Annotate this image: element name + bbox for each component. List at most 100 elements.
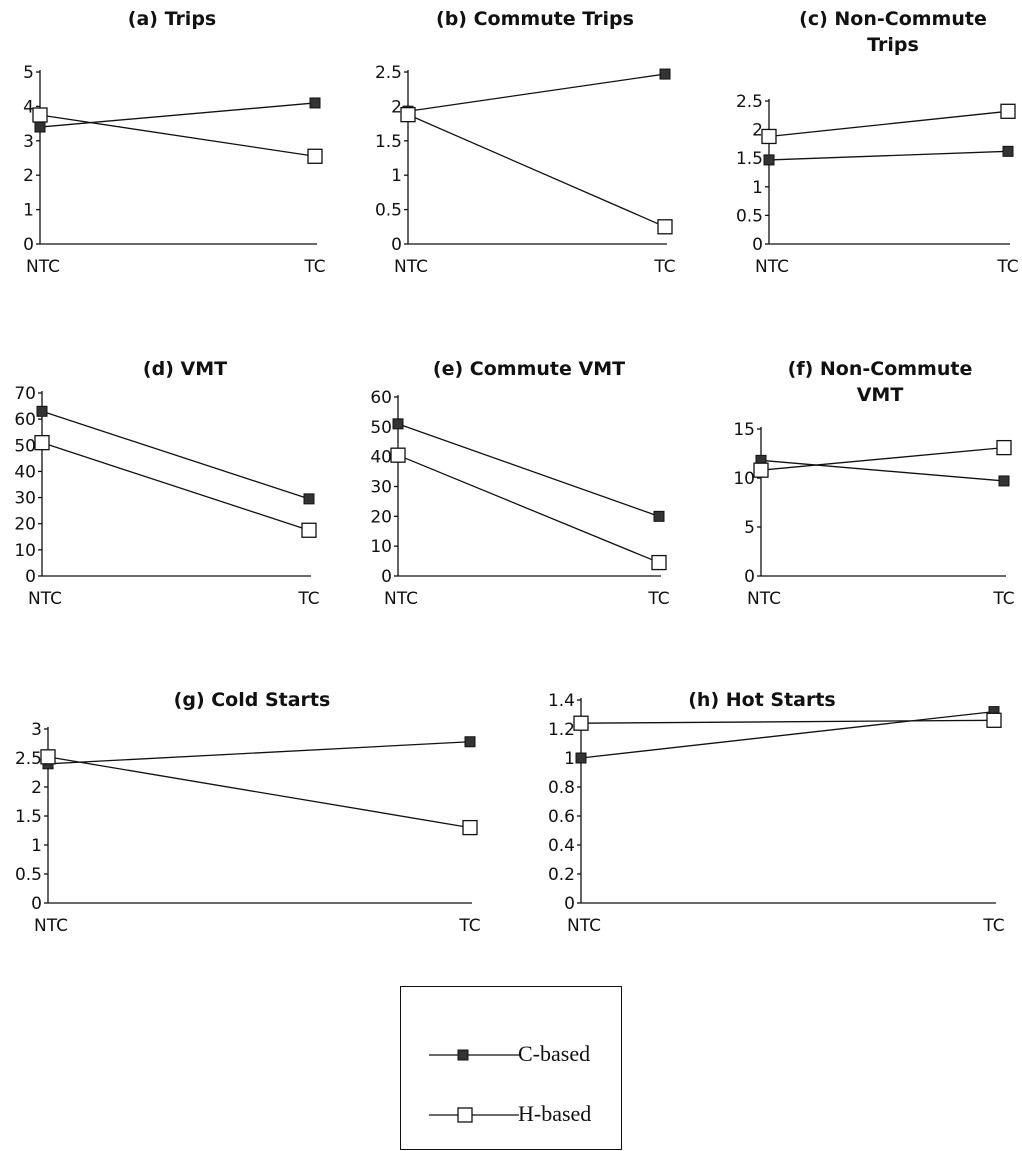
y-tick-label: 2.5 [15,749,42,769]
y-tick-label: 1 [564,749,575,769]
chart-title-e: (e) Commute VMT [433,358,625,380]
y-tick-label: 1 [31,836,42,856]
data-point-c-based [303,493,315,505]
data-point-c-based [998,475,1010,487]
series-line-h-based [768,110,1009,138]
chart-title-line: (a) Trips [128,8,216,30]
y-tick-label: 60 [370,388,392,408]
series-line-h-based [760,446,1005,471]
legend-item-h-based: H-based [401,1095,621,1135]
y-tick-label: 0.8 [548,778,575,798]
data-point-h-based [301,522,317,538]
y-tick-label: 1.5 [15,807,42,827]
x-tick-label: NTC [384,589,418,609]
data-point-h-based [573,715,589,731]
series-line-h-based [41,442,310,531]
legend-item-c-based: C-based [401,1035,621,1075]
y-tick-label: 30 [370,478,392,498]
data-point-c-based [36,405,48,417]
x-tick-label: TC [992,589,1014,609]
legend-label-c-based: C-based [518,1041,591,1066]
y-tick-label: 0.4 [548,836,575,856]
x-tick-label: TC [996,257,1018,277]
y-tick-label: 70 [14,384,36,404]
y-tick-label: 60 [14,410,36,430]
data-point-c-based [464,736,476,748]
data-point-h-based [657,219,673,235]
y-tick-label: 0.2 [548,865,575,885]
x-tick-label: NTC [747,589,781,609]
y-tick-label: 0 [752,235,763,255]
data-point-h-based [651,554,667,571]
open-square-marker-icon [429,1107,519,1123]
chart-title-g: (g) Cold Starts [174,689,331,711]
y-tick-label: 0 [31,894,42,914]
y-tick-label: 2 [391,97,402,117]
chart-title-line: (g) Cold Starts [174,689,331,711]
x-tick-label: NTC [394,257,428,277]
data-point-c-based [309,97,321,109]
data-point-c-based [392,418,404,430]
chart-title-line: VMT [857,384,904,406]
y-tick-label: 0 [23,235,34,255]
data-point-h-based [32,107,48,123]
y-tick-label: 0 [25,567,36,587]
x-tick-label: TC [653,257,675,277]
chart-panel-h: (h) Hot Starts 0 0.2 0.4 0.6 0.8 1 1.2 1.4 NTC TC [548,689,1005,936]
data-point-h-based [400,107,416,123]
y-tick-label: 0.5 [736,206,763,226]
x-tick-label: TC [297,589,319,609]
x-tick-label: NTC [755,257,789,277]
chart-panel-d: (d) VMT 0 10 20 30 40 50 60 70 NTC TC [14,358,319,609]
y-tick-label: 1 [391,166,402,186]
y-tick-label: 1.2 [548,720,575,740]
data-point-h-based [1000,103,1016,119]
y-tick-label: 1.5 [736,149,763,169]
data-point-c-based [763,154,775,166]
series-line-c-based [47,741,471,765]
data-point-h-based [753,462,769,478]
series-line-c-based [580,710,995,759]
chart-title-h: (h) Hot Starts [688,689,836,711]
y-tick-label: 4 [23,97,34,117]
y-tick-label: 2.5 [736,92,763,112]
x-tick-label: NTC [26,257,60,277]
y-tick-label: 1 [752,178,763,198]
data-point-h-based [761,128,777,145]
series-line-c-based [41,410,310,500]
chart-panel-b: (b) Commute Trips 0 0.5 1 1.5 2 2.5 NTC TC [375,8,676,277]
chart-title-f: (f) Non-Commute VMT [788,358,973,406]
y-tick-label: 2 [23,166,34,186]
y-tick-label: 20 [370,507,392,527]
data-point-h-based [462,819,478,836]
chart-panel-c: (c) Non-Commute Trips 0 0.5 1 1.5 2 2.5 NTC TC [736,8,1019,277]
y-tick-label: 10 [370,537,392,557]
series-line-h-based [407,114,666,228]
data-point-c-based [659,68,671,80]
x-tick-label: TC [458,916,480,936]
x-tick-label: NTC [567,916,601,936]
legend-label-h-based: H-based [518,1101,592,1126]
chart-title-b: (b) Commute Trips [436,8,634,30]
data-point-h-based [34,435,50,451]
series-line-h-based [397,454,660,564]
chart-title-line: (f) Non-Commute [788,358,973,380]
chart-title-a: (a) Trips [128,8,216,30]
x-tick-label: TC [982,916,1004,936]
y-tick-label: 0.6 [548,807,575,827]
y-tick-label: 5 [744,518,755,538]
chart-panel-e: (e) Commute VMT 0 10 20 30 40 50 60 NTC TC [370,358,669,609]
chart-title-line: (c) Non-Commute [799,8,987,30]
x-tick-label: NTC [28,589,62,609]
data-point-h-based [307,148,323,164]
y-tick-label: 30 [14,489,36,509]
chart-panel-a: (a) Trips 0 1 2 3 4 5 NTC TC [23,8,325,277]
chart-title-c: (c) Non-Commute Trips [799,8,987,56]
chart-title-line: (h) Hot Starts [688,689,836,711]
y-tick-label: 0.5 [15,865,42,885]
y-tick-label: 15 [733,420,755,440]
series-line-c-based [407,73,666,112]
y-tick-label: 0 [564,894,575,914]
chart-panel-f: (f) Non-Commute VMT 0 5 10 15 NTC TC [733,358,1014,609]
